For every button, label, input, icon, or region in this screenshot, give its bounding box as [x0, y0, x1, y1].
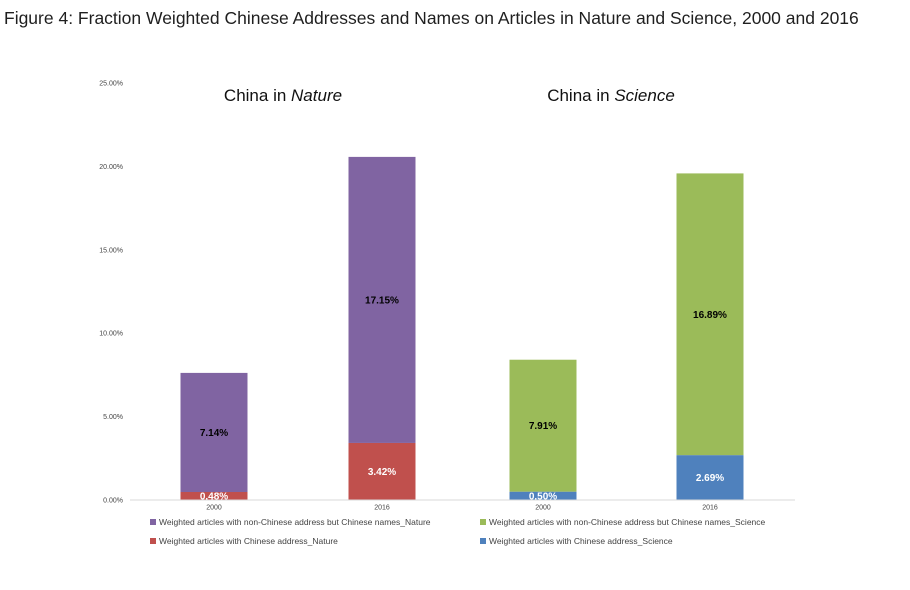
- figure-title: Figure 4: Fraction Weighted Chinese Addr…: [4, 8, 859, 28]
- panel-title: China in Science: [547, 86, 675, 105]
- data-label: 17.15%: [365, 295, 399, 306]
- bar-segment: [676, 173, 744, 456]
- y-tick-label: 25.00%: [99, 81, 123, 88]
- x-tick-label: 2000: [535, 505, 551, 512]
- legend-swatch: [480, 519, 486, 525]
- data-label: 7.91%: [529, 421, 557, 432]
- y-axis: 0.00% 5.00% 10.00% 15.00% 20.00% 25.00%: [99, 81, 123, 505]
- bar-segment: [509, 359, 577, 492]
- x-tick-label: 2016: [702, 505, 718, 512]
- bar-segment: [180, 491, 248, 500]
- data-label: 7.14%: [200, 428, 228, 439]
- panel-titles: China in Nature China in Science: [224, 86, 675, 105]
- legend-label: Weighted articles with non-Chinese addre…: [489, 517, 766, 527]
- data-label: 2.69%: [696, 473, 724, 484]
- bar-segment: [676, 455, 744, 500]
- y-tick-label: 20.00%: [99, 164, 123, 171]
- panel-title: China in Nature: [224, 86, 342, 105]
- legend-swatch: [480, 538, 486, 544]
- y-tick-label: 10.00%: [99, 331, 123, 338]
- x-tick-label: 2000: [206, 505, 222, 512]
- y-tick-label: 15.00%: [99, 247, 123, 254]
- data-label: 0.48%: [200, 491, 228, 502]
- legend-label: Weighted articles with non-Chinese addre…: [159, 517, 431, 527]
- y-tick-label: 5.00%: [103, 414, 123, 421]
- data-label: 3.42%: [368, 467, 396, 478]
- x-axis: 2000 2016 2000 2016: [130, 499, 795, 512]
- bars: 0.48% 7.14% 3.42% 17.15% 0.50% 7.91% 2.69% 16.8…: [180, 156, 744, 502]
- data-label: 0.50%: [529, 491, 557, 502]
- x-tick-label: 2016: [374, 505, 390, 512]
- legend-swatch: [150, 538, 156, 544]
- legend-label: Weighted articles with Chinese address_S…: [489, 536, 673, 546]
- y-tick-label: 0.00%: [103, 498, 123, 505]
- legend-swatch: [150, 519, 156, 525]
- data-label: 16.89%: [693, 310, 727, 321]
- bar-segment: [348, 156, 416, 443]
- bar-segment: [509, 491, 577, 500]
- legend: Weighted articles with non-Chinese addre…: [150, 517, 766, 546]
- bar-segment: [180, 372, 248, 492]
- bar-segment: [348, 442, 416, 500]
- legend-label: Weighted articles with Chinese address_N…: [159, 536, 338, 546]
